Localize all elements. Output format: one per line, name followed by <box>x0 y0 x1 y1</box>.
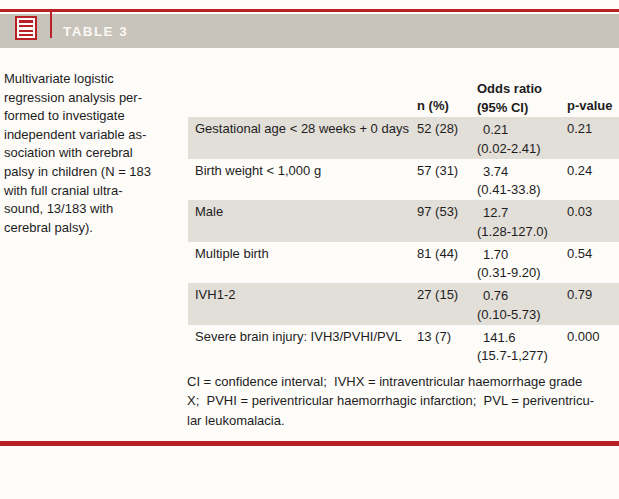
footnote-line: X; PVHI = periventricular haemorrhagic i… <box>187 391 594 410</box>
table-row: Gestational age < 28 weeks + 0 days 52 (… <box>188 117 619 159</box>
caption-line: palsy in children (N = 183 <box>4 163 189 182</box>
n-cell: 52 (28) <box>417 121 458 136</box>
n-cell: 81 (44) <box>417 246 458 261</box>
col-header-odds-ratio: Odds ratio (95% CI) <box>477 79 542 117</box>
table-row: Male 97 (53) 12.7 (1.28-127.0) 0.03 <box>188 200 619 242</box>
table-row: Severe brain injury: IVH3/PVHI/PVL 13 (7… <box>188 325 619 367</box>
caption-line: sociation with cerebral <box>4 144 189 163</box>
n-cell: 27 (15) <box>417 287 458 302</box>
table-icon-stripe <box>19 34 33 36</box>
caption-line: formed to investigate <box>4 107 189 126</box>
n-cell: 97 (53) <box>417 204 458 219</box>
odds-ratio-cell: 0.21 (0.02-2.41) <box>477 121 541 158</box>
odds-ratio-cell: 12.7 (1.28-127.0) <box>477 204 548 241</box>
data-table: n (%) Odds ratio (95% CI) p-value Gestat… <box>188 78 619 366</box>
caption-line: independent variable as- <box>4 126 189 145</box>
caption-line: sound, 13/183 with <box>4 200 189 219</box>
row-label: Severe brain injury: IVH3/PVHI/PVL <box>195 329 402 344</box>
caption-line: cerebral palsy). <box>4 219 189 238</box>
table-caption: Multivariate logistic regression analysi… <box>4 70 189 237</box>
table-row: Multiple birth 81 (44) 1.70 (0.31-9.20) … <box>188 242 619 284</box>
row-label: Birth weight < 1,000 g <box>195 163 321 178</box>
table-row: Birth weight < 1,000 g 57 (31) 3.74 (0.4… <box>188 159 619 201</box>
footnote-line: lar leukomalacia. <box>187 411 594 430</box>
odds-ratio-cell: 3.74 (0.41-33.8) <box>477 163 541 200</box>
p-value-cell: 0.79 <box>567 287 592 302</box>
col-header-p-value: p-value <box>567 98 613 113</box>
row-label: Gestational age < 28 weeks + 0 days <box>195 121 409 136</box>
caption-line: Multivariate logistic <box>4 70 189 89</box>
p-value-cell: 0.54 <box>567 246 592 261</box>
bottom-rule <box>0 441 619 446</box>
row-label: IVH1-2 <box>195 287 235 302</box>
table-icon-stripe <box>19 30 33 32</box>
p-value-cell: 0.03 <box>567 204 592 219</box>
table-icon-stripe <box>19 20 33 23</box>
row-label: Multiple birth <box>195 246 269 261</box>
row-label: Male <box>195 204 223 219</box>
p-value-cell: 0.000 <box>567 329 600 344</box>
n-cell: 57 (31) <box>417 163 458 178</box>
caption-line: regression analysis per- <box>4 89 189 108</box>
odds-ratio-cell: 0.76 (0.10-5.73) <box>477 287 541 324</box>
footnote-line: CI = confidence interval; IVHX = intrave… <box>187 372 594 391</box>
odds-ratio-cell: 1.70 (0.31-9.20) <box>477 246 541 283</box>
odds-ratio-cell: 141.6 (15.7-1,277) <box>477 329 548 366</box>
p-value-cell: 0.24 <box>567 163 592 178</box>
table-column-headers: n (%) Odds ratio (95% CI) p-value <box>188 78 619 117</box>
table-icon-stripe <box>19 25 33 27</box>
header-divider <box>50 12 52 38</box>
table-footnote: CI = confidence interval; IVHX = intrave… <box>187 372 594 430</box>
table-icon <box>15 16 37 40</box>
table-header-bar: TABLE 3 <box>0 14 619 48</box>
caption-line: with full cranial ultra- <box>4 182 189 201</box>
n-cell: 13 (7) <box>417 329 451 344</box>
col-header-n: n (%) <box>417 98 449 113</box>
table-title: TABLE 3 <box>63 24 128 39</box>
p-value-cell: 0.21 <box>567 121 592 136</box>
table-row: IVH1-2 27 (15) 0.76 (0.10-5.73) 0.79 <box>188 283 619 325</box>
top-rule <box>0 9 619 12</box>
